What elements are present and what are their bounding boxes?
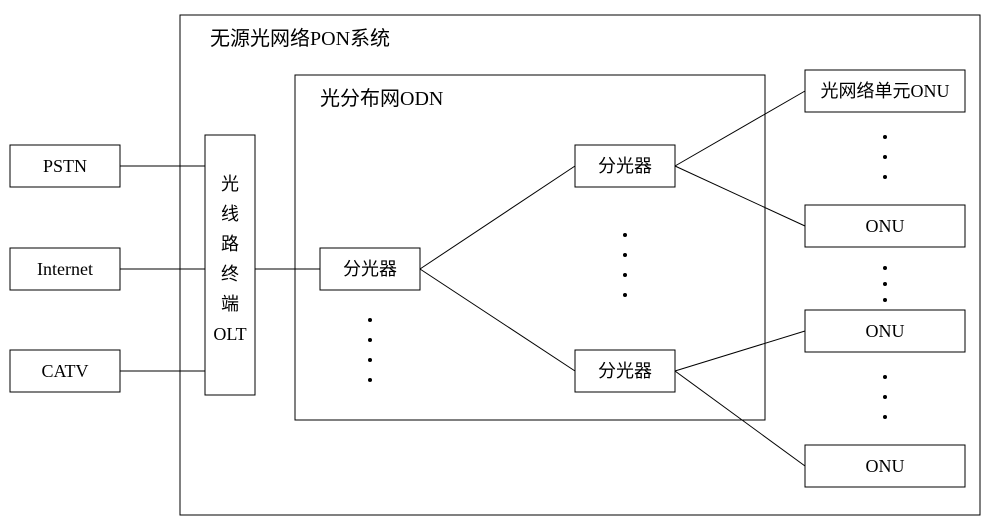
onu4-label: ONU (866, 456, 905, 476)
pon-title: 无源光网络PON系统 (210, 27, 390, 50)
splitter3-label: 分光器 (598, 361, 652, 381)
olt-label-5: 端 (221, 294, 239, 314)
olt-label-6: OLT (213, 324, 246, 344)
catv-label: CATV (41, 361, 88, 381)
onu2-label: ONU (866, 216, 905, 236)
splitter1-label: 分光器 (343, 259, 397, 279)
olt-label-2: 线 (221, 204, 239, 224)
olt-label-1: 光 (221, 174, 239, 194)
olt-label-3: 路 (221, 234, 239, 254)
pstn-label: PSTN (43, 156, 87, 176)
odn-title: 光分布网ODN (320, 87, 443, 110)
olt-label-4: 终 (221, 264, 239, 284)
splitter2-label: 分光器 (598, 156, 652, 176)
internet-label: Internet (37, 259, 93, 279)
onu1-label: 光网络单元ONU (821, 81, 950, 101)
onu3-label: ONU (866, 321, 905, 341)
